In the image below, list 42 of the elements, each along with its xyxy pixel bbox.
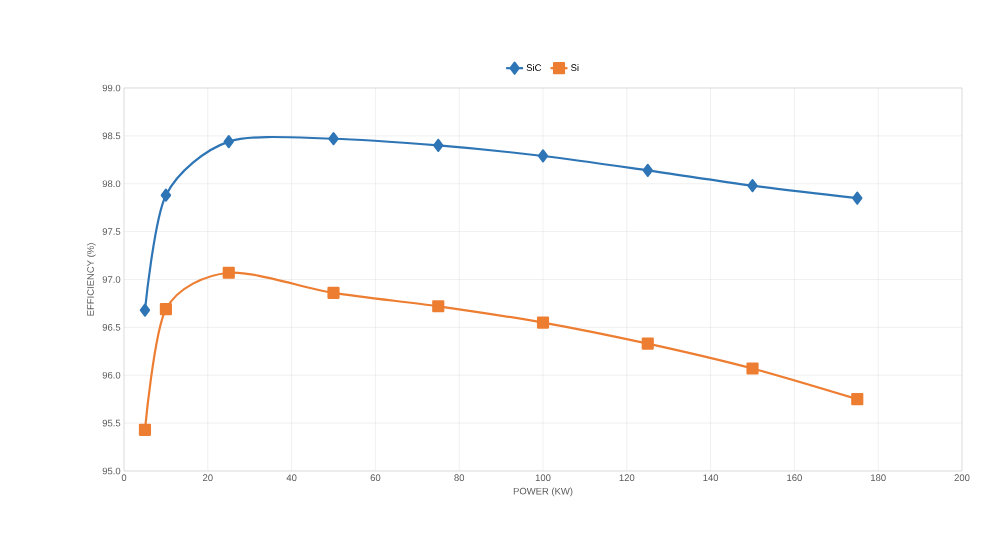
point (138, 423, 152, 436)
y-tick-label: 95.5 (102, 419, 121, 427)
y-tick-label: 97.5 (102, 228, 121, 235)
x-tick-label: 20 (203, 474, 213, 482)
legend-label: Si (571, 64, 579, 71)
point (139, 303, 151, 317)
y-tick-label: 99.0 (102, 84, 121, 92)
point (852, 191, 863, 205)
x-tick-label: 200 (954, 474, 970, 482)
y-axis-title: EFFICIENCY (%) (86, 243, 96, 316)
legend-label: SiC (526, 64, 542, 71)
x-axis-title: POWER (KW) (513, 487, 573, 497)
y-tick-label: 98.0 (102, 180, 121, 188)
point (642, 163, 653, 177)
x-tick-label: 140 (703, 474, 719, 482)
x-tick-label: 60 (370, 474, 381, 482)
point (328, 132, 339, 146)
y-tick-label: 96.0 (102, 371, 121, 379)
x-tick-label: 120 (619, 474, 635, 482)
y-tick-label: 95.0 (102, 467, 121, 475)
point (222, 266, 235, 279)
point (223, 135, 234, 149)
x-tick-label: 100 (535, 474, 551, 482)
y-tick-label: 96.5 (102, 324, 121, 331)
y-tick-label: 97.0 (102, 276, 121, 283)
x-tick-label: 160 (787, 474, 802, 482)
y-tick-label: 98.5 (102, 132, 121, 140)
point (641, 337, 654, 350)
point (851, 393, 864, 406)
point (432, 300, 445, 313)
x-tick-label: 180 (871, 474, 886, 482)
point (433, 138, 444, 153)
x-tick-label: 80 (454, 474, 465, 482)
x-tick-label: 40 (286, 474, 297, 482)
point (160, 188, 172, 202)
point (537, 149, 549, 163)
point (327, 286, 340, 299)
point (747, 179, 758, 193)
point (746, 362, 759, 375)
point (536, 316, 550, 329)
x-tick-label: 0 (121, 474, 127, 482)
point (159, 303, 172, 316)
